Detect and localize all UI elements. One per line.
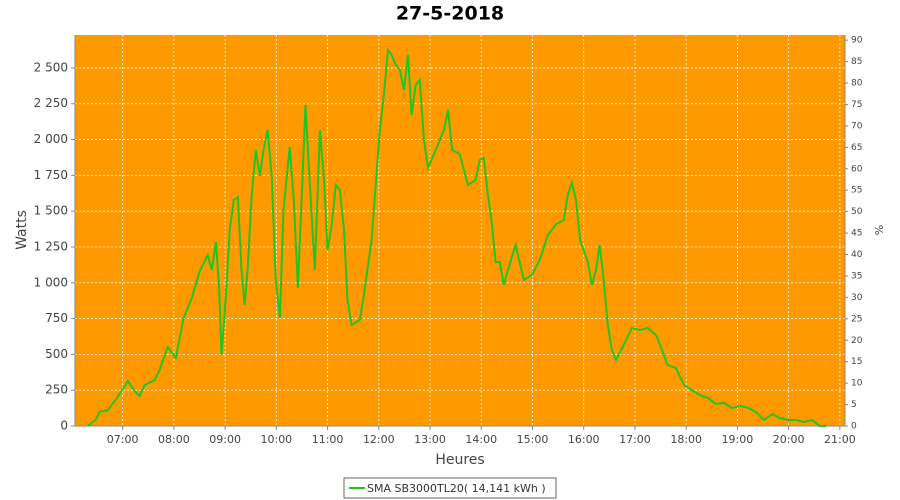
x-tick-label: 18:00 <box>670 433 702 446</box>
series-line <box>87 47 826 427</box>
x-tick-label: 12:00 <box>363 433 395 446</box>
y2-tick-label: 30 <box>851 293 863 303</box>
y2-tick-label: 20 <box>851 336 863 346</box>
x-tick-label: 09:00 <box>209 433 241 446</box>
y2-tick-label: 10 <box>851 379 863 389</box>
y-tick-label: 1 250 <box>34 239 68 253</box>
y2-tick-label: 35 <box>851 271 862 281</box>
legend-label: SMA SB3000TL20( 14,141 kWh ) <box>367 482 546 495</box>
x-tick-label: 19:00 <box>722 433 754 446</box>
x-axis-label: Heures <box>435 452 484 468</box>
y-tick-label: 1 000 <box>34 275 68 289</box>
plot-area <box>75 35 845 426</box>
y-tick-label: 1 500 <box>34 204 68 218</box>
chart-title: 27-5-2018 <box>396 3 504 25</box>
y2-tick-label: 65 <box>851 143 862 153</box>
x-tick-label: 11:00 <box>312 433 344 446</box>
y-tick-label: 750 <box>45 311 68 325</box>
y2-tick-label: 40 <box>851 250 863 260</box>
y-tick-label: 0 <box>60 419 68 433</box>
x-tick-label: 14:00 <box>465 433 497 446</box>
x-tick-label: 15:00 <box>517 433 549 446</box>
y-tick-label: 500 <box>45 347 68 361</box>
x-tick-label: 07:00 <box>107 433 139 446</box>
y2-tick-label: 90 <box>851 36 863 46</box>
y-tick-label: 2 500 <box>34 60 68 74</box>
y-tick-label: 2 250 <box>34 96 68 110</box>
x-tick-label: 10:00 <box>260 433 292 446</box>
y-tick-label: 250 <box>45 383 68 397</box>
y2-tick-label: 60 <box>851 164 863 174</box>
x-tick-label: 21:00 <box>824 433 856 446</box>
y2-tick-label: 15 <box>851 357 862 367</box>
y2-tick-label: 45 <box>851 229 862 239</box>
y2-tick-label: 70 <box>851 121 863 131</box>
y2-tick-label: 0 <box>851 422 857 432</box>
x-tick-label: 20:00 <box>773 433 805 446</box>
x-tick-label: 13:00 <box>414 433 446 446</box>
y2-axis-label: % <box>873 225 886 235</box>
x-tick-label: 16:00 <box>568 433 600 446</box>
legend-box <box>343 477 557 499</box>
y2-tick-label: 55 <box>851 186 862 196</box>
x-tick-label: 17:00 <box>619 433 651 446</box>
y2-tick-label: 85 <box>851 57 862 67</box>
y2-tick-label: 50 <box>851 207 863 217</box>
y2-tick-label: 75 <box>851 100 862 110</box>
y-axis-label: Watts <box>14 210 30 250</box>
y2-tick-label: 5 <box>851 400 857 410</box>
y-tick-label: 2 000 <box>34 132 68 146</box>
x-tick-label: 08:00 <box>158 433 190 446</box>
y2-tick-label: 25 <box>851 314 862 324</box>
y-tick-label: 1 750 <box>34 168 68 182</box>
y2-tick-label: 80 <box>851 79 863 89</box>
